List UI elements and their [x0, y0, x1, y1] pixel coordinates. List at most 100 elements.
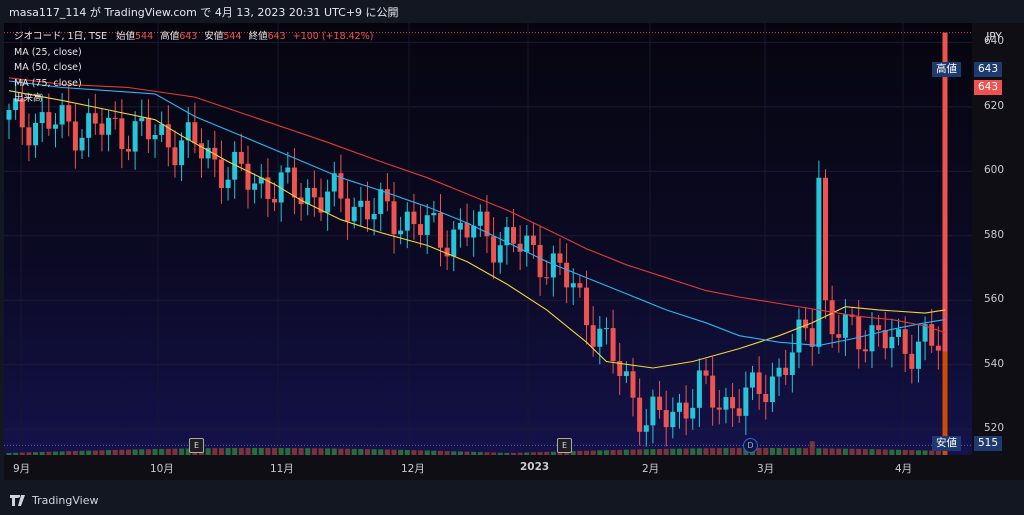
candle-body: [46, 112, 52, 129]
candle-body: [106, 117, 112, 135]
candle-body: [318, 197, 324, 213]
legend-close-value: 643: [267, 31, 286, 42]
volume-bar: [298, 448, 304, 455]
legend-ma50[interactable]: MA (50, close): [14, 62, 82, 73]
candle-body: [690, 407, 696, 419]
candle-body: [272, 198, 278, 203]
candle-body: [252, 183, 258, 190]
candle-body: [716, 407, 722, 410]
volume-bar: [185, 448, 191, 455]
x-tick-label: 2023: [520, 461, 550, 473]
candle-body: [457, 222, 463, 230]
earnings-marker-2[interactable]: E: [557, 438, 572, 453]
volume-bar: [451, 451, 457, 455]
candle-body: [730, 397, 736, 409]
candle-body: [637, 397, 643, 432]
volume-bar: [882, 449, 888, 455]
candle-body: [132, 121, 138, 152]
volume-bar: [584, 450, 590, 455]
volume-bar: [232, 448, 238, 455]
candle-body: [225, 179, 231, 189]
candle-body: [79, 137, 85, 151]
volume-bar: [6, 453, 12, 455]
legend-volume[interactable]: 出来高: [14, 93, 43, 104]
volume-bar: [398, 449, 404, 455]
volume-bar: [856, 448, 862, 455]
publish-header-text: masa117_114 が TradingView.com で 4月 13, 2…: [9, 6, 399, 19]
volume-bar: [437, 450, 443, 455]
volume-bar: [544, 451, 550, 455]
volume-bar: [165, 448, 171, 455]
volume-bar: [696, 448, 702, 455]
price-axis[interactable]: JPY 640 620 600 580 560 540 520: [972, 23, 1024, 480]
earnings-marker-1[interactable]: E: [189, 438, 204, 453]
candle-body: [484, 211, 490, 237]
candle-body: [657, 396, 663, 411]
legend-high-value: 643: [179, 31, 198, 42]
ma75-line: [8, 77, 946, 334]
volume-bar: [909, 450, 915, 455]
candle-body: [763, 393, 769, 403]
candle-body: [431, 213, 437, 216]
candle-body: [736, 408, 742, 416]
candle-body: [902, 329, 908, 354]
volume-bar: [272, 448, 278, 455]
volume-bar: [378, 449, 384, 455]
footer: TradingView: [0, 486, 1024, 515]
legend-open-label: 始値: [116, 31, 136, 42]
candle-body: [856, 316, 862, 350]
candle-body: [331, 173, 337, 192]
volume-bar: [683, 448, 689, 455]
volume-bar: [99, 450, 105, 455]
volume-bar: [358, 448, 364, 455]
price-chart-area[interactable]: [4, 23, 972, 455]
candle-body: [823, 177, 829, 301]
volume-bar: [391, 449, 397, 455]
candle-body: [338, 173, 344, 199]
tradingview-logo[interactable]: TradingView: [10, 494, 98, 507]
volume-bar: [46, 451, 52, 455]
candle-body: [783, 367, 789, 375]
candle-body: [119, 118, 125, 149]
volume-bar: [663, 448, 669, 455]
currency-label: JPY: [986, 31, 1002, 43]
dividend-marker[interactable]: D: [743, 438, 758, 453]
volume-bar: [730, 448, 736, 455]
candle-body: [364, 200, 370, 220]
volume-bar: [464, 451, 470, 455]
legend-ma75[interactable]: MA (75, close): [14, 77, 82, 89]
candle-body: [862, 349, 868, 352]
candle-body: [39, 112, 45, 124]
volume-bar: [803, 448, 809, 455]
legend-low-label: 安値: [204, 31, 224, 42]
candle-body: [789, 352, 795, 375]
volume-bar: [922, 450, 928, 455]
legend-open-value: 544: [135, 31, 154, 42]
volume-bar: [172, 448, 178, 455]
candle-body: [829, 300, 835, 335]
candle-body: [922, 324, 928, 342]
candle-body: [444, 247, 450, 257]
volume-bar: [331, 448, 337, 455]
candle-body: [610, 328, 616, 362]
volume-bar: [145, 449, 151, 455]
candle-body: [145, 117, 151, 140]
candle-body: [52, 124, 58, 129]
candle-body: [437, 213, 443, 248]
volume-bar: [345, 448, 351, 455]
candle-body: [776, 367, 782, 377]
volume-bar: [26, 452, 32, 455]
time-axis[interactable]: 9月 10月 11月 12月 2023 2月 3月 4月: [4, 455, 972, 480]
volume-bar: [179, 448, 185, 455]
volume-bar: [530, 452, 536, 455]
legend-ma25[interactable]: MA (25, close): [14, 46, 82, 58]
volume-bar: [756, 448, 762, 455]
volume-bar: [159, 448, 165, 455]
candle-body-last: [942, 32, 948, 352]
candle-body: [723, 397, 729, 410]
legend-change-value: +100 (+18.42%): [292, 31, 374, 42]
candle-body: [404, 211, 410, 231]
volume-bar: [125, 449, 131, 455]
volume-bar: [139, 449, 145, 455]
volume-bar: [603, 450, 609, 455]
